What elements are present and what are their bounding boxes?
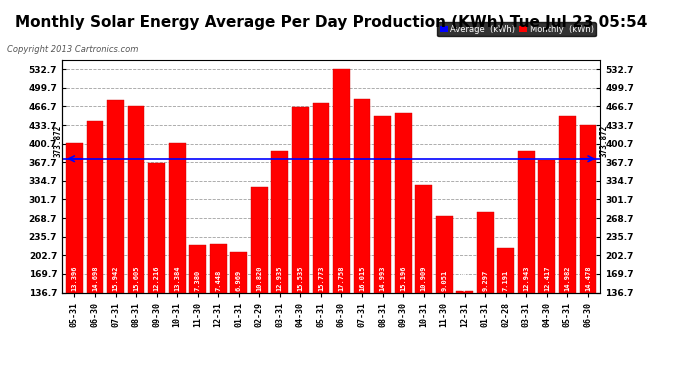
Text: 15.535: 15.535 — [297, 266, 304, 291]
Bar — [128, 106, 144, 292]
Text: 373.872: 373.872 — [54, 125, 63, 157]
Text: 13.384: 13.384 — [174, 266, 180, 291]
Bar — [292, 107, 309, 292]
Bar — [456, 291, 473, 292]
Text: 14.982: 14.982 — [564, 266, 571, 291]
Text: 10.909: 10.909 — [421, 266, 426, 291]
Text: 17.758: 17.758 — [339, 266, 344, 291]
Bar — [395, 112, 411, 292]
Text: 13.396: 13.396 — [72, 266, 77, 291]
Text: 6.969: 6.969 — [236, 270, 241, 291]
Bar — [251, 186, 268, 292]
Text: 12.216: 12.216 — [154, 266, 159, 291]
Bar — [333, 69, 350, 292]
Bar — [148, 163, 165, 292]
Bar — [107, 100, 124, 292]
Text: 15.196: 15.196 — [400, 266, 406, 291]
Bar — [518, 151, 535, 292]
Bar — [436, 216, 453, 292]
Bar — [66, 143, 83, 292]
Text: Copyright 2013 Cartronics.com: Copyright 2013 Cartronics.com — [7, 45, 138, 54]
Text: 9.297: 9.297 — [482, 270, 489, 291]
Bar — [313, 103, 329, 292]
Bar — [538, 159, 555, 292]
Bar — [210, 244, 226, 292]
Bar — [169, 143, 186, 292]
Bar — [559, 116, 576, 292]
Text: 373.872: 373.872 — [600, 125, 609, 157]
Bar — [230, 252, 247, 292]
Text: 12.417: 12.417 — [544, 266, 550, 291]
Bar — [477, 212, 493, 292]
Bar — [353, 99, 371, 292]
Text: 12.935: 12.935 — [277, 266, 283, 291]
Bar — [580, 124, 596, 292]
Bar — [415, 185, 432, 292]
Text: 16.015: 16.015 — [359, 266, 365, 291]
Text: 14.993: 14.993 — [380, 266, 386, 291]
Text: Monthly Solar Energy Average Per Day Production (KWh) Tue Jul 23 05:54: Monthly Solar Energy Average Per Day Pro… — [15, 15, 647, 30]
Text: 15.605: 15.605 — [133, 266, 139, 291]
Bar — [271, 151, 288, 292]
Text: 9.051: 9.051 — [441, 270, 447, 291]
Text: 7.380: 7.380 — [195, 270, 201, 291]
Text: 12.943: 12.943 — [523, 266, 529, 291]
Bar — [374, 116, 391, 292]
Text: 14.478: 14.478 — [585, 266, 591, 291]
Bar — [497, 248, 514, 292]
Bar — [189, 245, 206, 292]
Legend: Average  (kWh), Monthly  (kWh): Average (kWh), Monthly (kWh) — [437, 22, 596, 36]
Text: 7.191: 7.191 — [503, 270, 509, 291]
Bar — [86, 121, 104, 292]
Text: 4.661: 4.661 — [462, 270, 468, 291]
Text: 10.820: 10.820 — [256, 266, 262, 291]
Text: 15.773: 15.773 — [318, 266, 324, 291]
Text: 14.698: 14.698 — [92, 266, 98, 291]
Text: 7.448: 7.448 — [215, 270, 221, 291]
Text: 15.942: 15.942 — [112, 266, 119, 291]
